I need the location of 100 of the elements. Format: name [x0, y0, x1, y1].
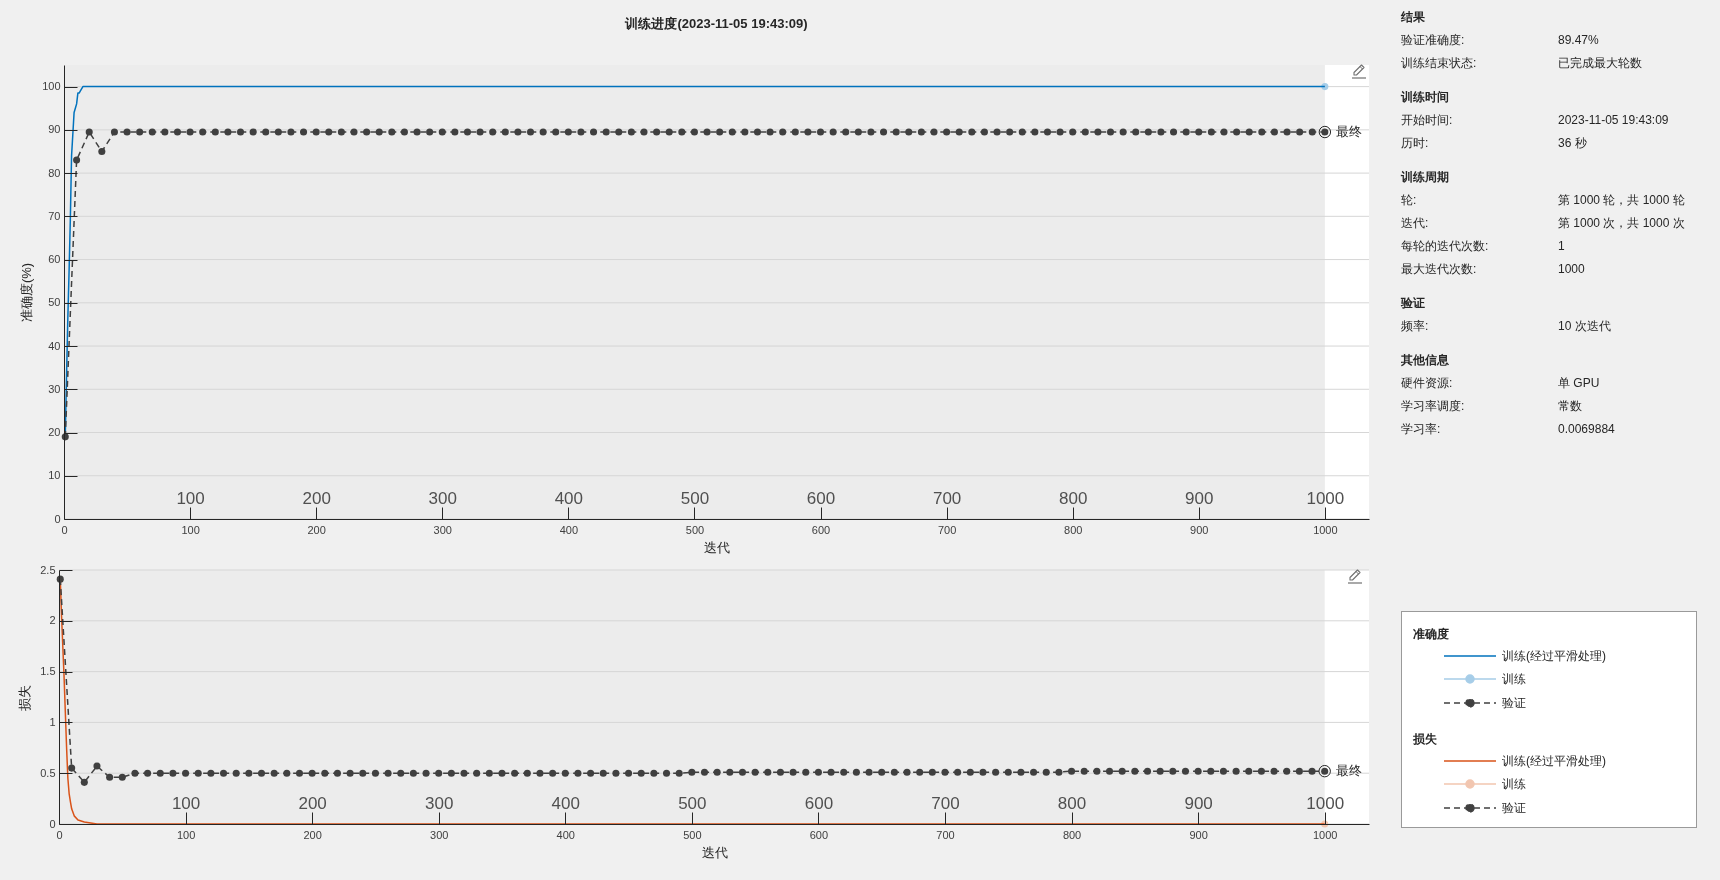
text: 第 1000 轮，共 1000 轮	[1558, 191, 1685, 208]
legend-label: 训练	[1502, 672, 1526, 686]
x-tick-label: 700	[937, 523, 957, 536]
x2-tick-label: 500	[678, 793, 707, 813]
text: 1000	[1558, 260, 1585, 277]
x2-tick-label: 700	[932, 488, 962, 508]
text: 单 GPU	[1558, 374, 1600, 391]
text: 验证	[1401, 294, 1425, 311]
y-tick-label: 1	[49, 715, 56, 728]
legend-title: 损失	[1412, 732, 1438, 746]
y-axis-title: 准确度(%)	[19, 262, 35, 323]
text: 轮:	[1401, 191, 1417, 208]
x2-tick-label: 900	[1185, 488, 1214, 508]
x-tick-label: 300	[433, 523, 452, 536]
y-tick-label: 10	[48, 469, 61, 482]
y-tick-label: 40	[48, 339, 61, 352]
x2-tick-label: 100	[171, 793, 201, 813]
x2-tick-label: 300	[425, 793, 454, 813]
x2-tick-label: 800	[1059, 488, 1088, 508]
x2-tick-label: 500	[680, 488, 710, 508]
x-tick-label: 600	[811, 523, 831, 536]
text: 硬件资源:	[1401, 374, 1453, 391]
x2-tick-label: 400	[554, 488, 584, 508]
y-tick-label: 0	[49, 817, 56, 830]
text: 最大迭代次数:	[1401, 260, 1477, 277]
y-tick-label: 90	[48, 123, 61, 136]
text: 训练周期	[1401, 168, 1449, 185]
x2-tick-label: 100	[176, 488, 205, 508]
text: 迭代:	[1401, 214, 1429, 231]
x-tick-label: 400	[559, 523, 579, 536]
y-tick-label: 20	[48, 426, 61, 439]
text: 训练结束状态:	[1401, 54, 1477, 71]
x-tick-label: 1000	[1313, 523, 1338, 536]
text: 0.0069884	[1558, 420, 1615, 437]
y-tick-label: 2.5	[40, 563, 56, 576]
text: 训练时间	[1401, 88, 1449, 105]
annotation: 最终	[1335, 763, 1362, 779]
x2-tick-label: 800	[1057, 793, 1087, 813]
text: 10 次迭代	[1558, 317, 1611, 334]
x2-tick-label: 600	[806, 488, 836, 508]
x-tick-label: 800	[1062, 828, 1082, 841]
x2-tick-label: 600	[804, 793, 834, 813]
text: 开始时间:	[1401, 111, 1453, 128]
y-tick-label: 1.5	[40, 665, 56, 678]
text: 学习率:	[1401, 420, 1441, 437]
legend-label: 训练(经过平滑处理)	[1502, 754, 1606, 768]
legend-label: 训练(经过平滑处理)	[1502, 649, 1606, 663]
x-tick-label: 500	[685, 523, 705, 536]
text: 89.47%	[1558, 31, 1599, 48]
x2-tick-label: 300	[428, 488, 457, 508]
y-tick-label: 50	[48, 296, 61, 309]
x-axis-title: 迭代	[701, 844, 728, 860]
annotation: 最终	[1335, 124, 1362, 140]
y-tick-label: 60	[48, 253, 61, 266]
x-tick-label: 400	[556, 828, 575, 841]
text: 第 1000 次，共 1000 次	[1558, 214, 1685, 231]
text: 验证准确度:	[1401, 31, 1465, 48]
x-axis-title: 迭代	[704, 539, 730, 555]
text: 频率:	[1401, 317, 1429, 334]
text: 每轮的迭代次数:	[1401, 237, 1489, 254]
text: 其他信息	[1401, 351, 1449, 368]
x-tick-label: 200	[307, 523, 326, 536]
x-tick-label: 100	[176, 828, 196, 841]
text: 常数	[1558, 397, 1582, 414]
x-tick-label: 900	[1189, 828, 1208, 841]
text: 学习率调度:	[1401, 397, 1465, 414]
text: 1	[1558, 237, 1565, 254]
x2-tick-label: 1000	[1306, 793, 1345, 813]
x-tick-label: 700	[936, 828, 955, 841]
chart-title: 训练进度(2023-11-05 19:43:09)	[624, 16, 808, 31]
y-tick-label: 70	[48, 209, 61, 222]
legend-label: 验证	[1502, 801, 1526, 815]
text: 36 秒	[1558, 134, 1587, 151]
x-tick-label: 800	[1064, 523, 1083, 536]
x-tick-label: 300	[430, 828, 449, 841]
x-tick-label: 600	[809, 828, 829, 841]
y-tick-label: 2	[49, 614, 56, 627]
legend-label: 验证	[1502, 696, 1526, 710]
x-tick-label: 100	[181, 523, 200, 536]
y-tick-label: 0.5	[40, 766, 56, 779]
text: 已完成最大轮数	[1558, 54, 1642, 71]
y-tick-label: 0	[54, 512, 61, 525]
legend-title: 准确度	[1413, 627, 1449, 641]
x-tick-label: 500	[683, 828, 702, 841]
x2-tick-label: 900	[1184, 793, 1213, 813]
x-tick-label: 1000	[1312, 828, 1338, 841]
x-tick-label: 200	[303, 828, 322, 841]
x2-tick-label: 700	[931, 793, 960, 813]
x2-tick-label: 1000	[1306, 488, 1345, 508]
text: 历时:	[1401, 134, 1429, 151]
legend-label: 训练	[1502, 777, 1526, 791]
y-tick-label: 100	[42, 80, 61, 93]
y-tick-label: 80	[48, 166, 61, 179]
x-tick-label: 900	[1190, 523, 1209, 536]
y-axis-title: 损失	[17, 684, 33, 711]
text: 2023-11-05 19:43:09	[1558, 111, 1669, 128]
x2-tick-label: 400	[551, 793, 580, 813]
x2-tick-label: 200	[302, 488, 331, 508]
text: 结果	[1401, 8, 1425, 25]
y-tick-label: 30	[48, 382, 61, 395]
